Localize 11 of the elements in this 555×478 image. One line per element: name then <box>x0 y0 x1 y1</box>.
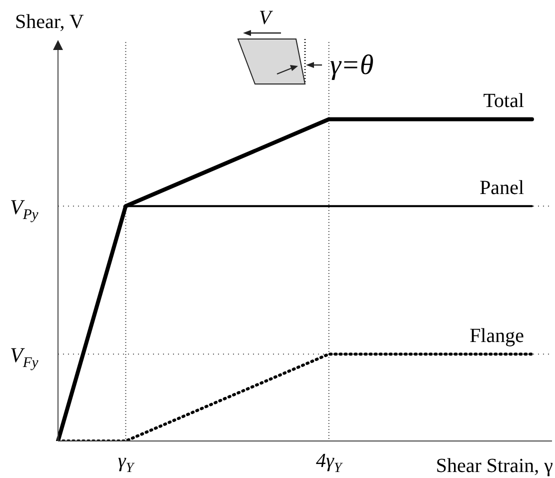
text: γ=θ <box>330 50 374 81</box>
x-tick-label: 4γ$_{Y}$ <box>316 450 344 476</box>
ref-line-label: V$_{Fy}$ <box>10 343 39 372</box>
x-tick-label: γ$_{Y}$ <box>118 450 136 476</box>
y-axis-title: Shear, V <box>15 11 84 33</box>
series-label: Total <box>483 90 524 112</box>
text: V <box>258 7 274 29</box>
series-label: Panel <box>480 177 524 200</box>
x-axis-title: Shear Strain, γ <box>436 455 554 477</box>
ref-line-label: V$_{Py}$ <box>10 195 39 224</box>
series-label: Flange <box>470 325 524 348</box>
